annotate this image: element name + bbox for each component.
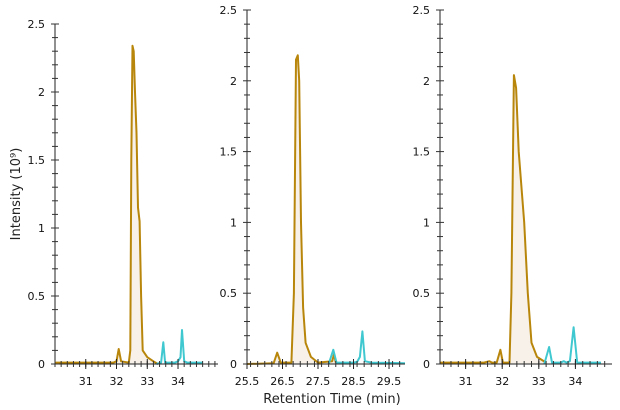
series-line-2	[156, 329, 203, 365]
x-tick-label: 33	[140, 375, 154, 388]
x-tick-label: 33	[532, 375, 546, 388]
x-axis-title: Retention Time (min)	[263, 392, 400, 407]
x-tick-label: 27.5	[306, 375, 331, 388]
y-tick-label: 2.5	[220, 4, 238, 17]
y-tick-label: 1	[423, 216, 430, 229]
y-tick-label: 0.5	[28, 290, 46, 303]
series-line-1	[440, 74, 547, 364]
y-tick-label: 2	[230, 75, 237, 88]
y-tick-label: 2	[38, 86, 45, 99]
y-tick-label: 1	[230, 216, 237, 229]
y-tick-label: 1	[38, 222, 45, 235]
y-tick-label: 0	[38, 358, 45, 371]
x-tick-label: 26.5	[270, 375, 295, 388]
y-tick-label: 1.5	[28, 154, 46, 167]
x-tick-label: 31	[459, 375, 473, 388]
x-tick-label: 31	[79, 375, 93, 388]
y-tick-label: 1.5	[413, 146, 431, 159]
y-tick-label: 0.5	[413, 287, 431, 300]
y-tick-label: 2	[423, 75, 430, 88]
y-tick-label: 0	[230, 358, 237, 371]
x-tick-label: 25.5	[235, 375, 260, 388]
x-tick-label: 32	[495, 375, 509, 388]
series-fill-1	[247, 55, 336, 365]
y-tick-label: 0	[423, 358, 430, 371]
series-line-2	[543, 326, 601, 365]
x-tick-label: 34	[171, 375, 185, 388]
panel-3: 0 0.5 1 1.5 2 2.5 31 32 33 34	[413, 4, 612, 388]
x-tick-label: 32	[110, 375, 124, 388]
series-fill-1	[440, 75, 547, 364]
panel-2: 0 0.5 1 1.5 2 2.5 25.5 26.5 27.5 28.5 29.5	[220, 4, 406, 388]
y-tick-label: 1.5	[220, 146, 238, 159]
y-tick-label: 0.5	[220, 287, 238, 300]
series-line-1	[55, 44, 159, 365]
series-line-2	[327, 330, 406, 365]
x-tick-label: 34	[568, 375, 582, 388]
series-line-1	[246, 54, 337, 365]
x-tick-label: 29.5	[377, 375, 402, 388]
y-axis-title: Intensity (10⁹)	[9, 148, 24, 241]
y-tick-label: 2.5	[413, 4, 431, 17]
x-tick-label: 28.5	[341, 375, 366, 388]
panel-1: 0 0.5 1 1.5 2 2.5 31 32 33 34	[28, 18, 218, 388]
y-tick-label: 2.5	[28, 18, 46, 31]
